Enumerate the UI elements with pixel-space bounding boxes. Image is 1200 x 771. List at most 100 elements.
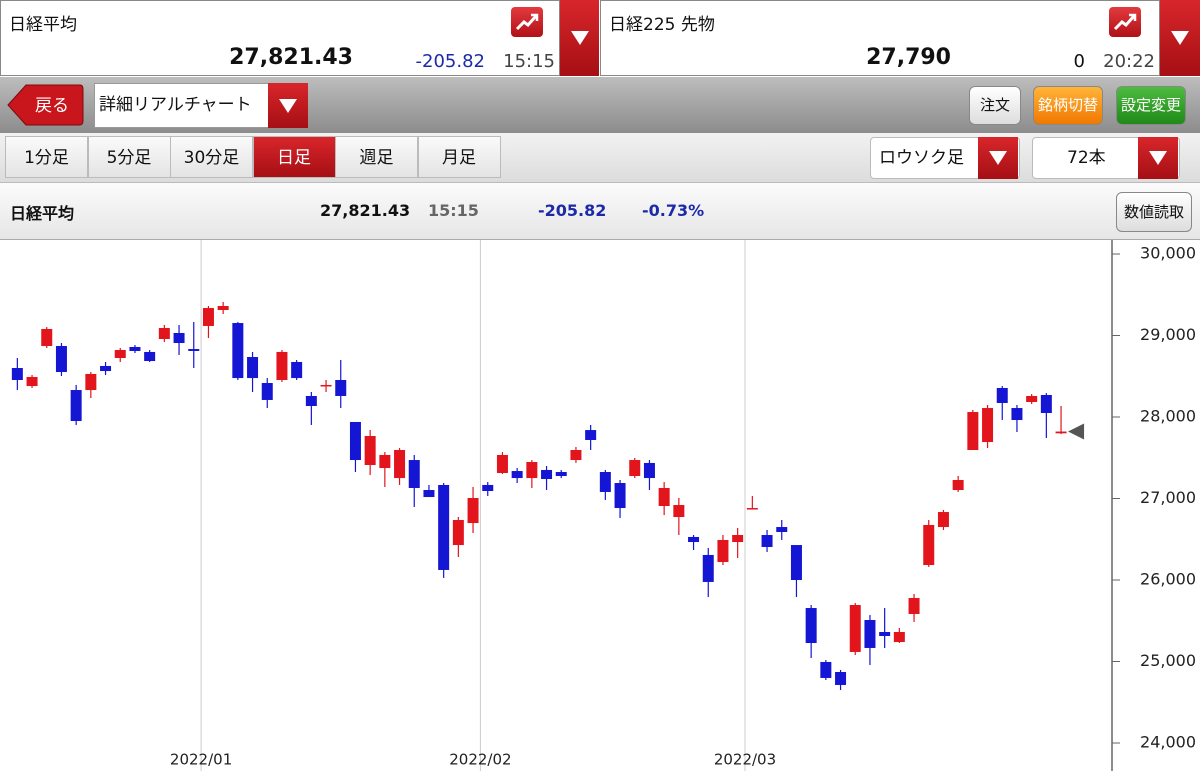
period-tab[interactable]: 日足 xyxy=(252,136,336,178)
quote-panel[interactable]: 日経225 先物 27,790 0 20:22 xyxy=(600,0,1160,76)
candle-body xyxy=(100,365,112,372)
candle-body xyxy=(982,408,994,443)
candle-body xyxy=(937,512,949,528)
candle-body xyxy=(173,332,185,343)
back-label: 戻る xyxy=(35,96,69,116)
candle-body xyxy=(849,605,861,652)
candle-body xyxy=(496,454,508,473)
quote-time: 20:22 xyxy=(1103,51,1155,72)
candle-body xyxy=(996,387,1008,403)
switch-button[interactable]: 銘柄切替 xyxy=(1033,86,1103,125)
style-dropdown[interactable] xyxy=(978,137,1018,179)
quote-price: 27,790 xyxy=(866,45,951,70)
summary-change: -205.82 xyxy=(538,201,607,220)
order-button[interactable]: 注文 xyxy=(969,86,1021,125)
candle-body xyxy=(526,461,538,479)
candle-body xyxy=(247,357,259,379)
candle-body xyxy=(379,454,391,469)
candle-body xyxy=(732,535,744,543)
period-tab[interactable]: 5分足 xyxy=(87,136,171,178)
candle-body xyxy=(55,346,67,373)
candle-body xyxy=(202,308,214,326)
candle-body xyxy=(776,527,788,532)
readout-button[interactable]: 数値読取 xyxy=(1116,192,1192,232)
summary-name: 日経平均 xyxy=(10,204,75,223)
candle-body xyxy=(864,620,876,648)
candle-body xyxy=(408,460,420,488)
candle-body xyxy=(835,672,847,685)
candle-body xyxy=(232,323,244,379)
candle-body xyxy=(423,490,435,498)
candle-body xyxy=(452,520,464,546)
quote-name: 日経225 先物 xyxy=(609,15,715,35)
quote-dropdown[interactable] xyxy=(560,0,599,76)
chart-icon[interactable] xyxy=(511,7,543,37)
candle-body xyxy=(629,460,641,477)
y-tick-label: 28,000 xyxy=(1140,407,1196,426)
candle-body xyxy=(893,631,905,643)
candle-body xyxy=(643,462,655,479)
view-dropdown[interactable] xyxy=(268,83,308,128)
candle-body xyxy=(85,373,97,391)
candle-body xyxy=(261,383,273,400)
candle-body xyxy=(967,412,979,451)
candle-body xyxy=(952,479,964,491)
quote-change: 0 xyxy=(1073,51,1085,72)
candle-body xyxy=(879,631,891,636)
candle-body xyxy=(349,421,361,461)
candle-body xyxy=(394,450,406,479)
period-tab[interactable]: 30分足 xyxy=(170,136,253,178)
period-tab[interactable]: 1分足 xyxy=(5,136,88,178)
y-tick-label: 29,000 xyxy=(1140,325,1196,344)
period-tab[interactable]: 週足 xyxy=(335,136,418,178)
x-tick-label: 2022/03 xyxy=(714,751,776,769)
candle-body xyxy=(702,554,714,582)
summary-price: 27,821.43 xyxy=(320,201,411,220)
y-tick-label: 25,000 xyxy=(1140,651,1196,670)
view-select[interactable]: 詳細リアルチャート xyxy=(94,83,270,128)
candle-body xyxy=(438,484,450,570)
summary-row: 日経平均 27,821.43 15:15 -205.82 -0.73% 数値読取 xyxy=(0,183,1200,240)
candle-body xyxy=(158,328,170,340)
candle-body xyxy=(746,508,758,510)
candle-body xyxy=(570,450,582,461)
candle-body xyxy=(114,350,126,358)
back-button[interactable]: 戻る xyxy=(6,83,84,127)
candle-body xyxy=(11,368,23,380)
candle-body xyxy=(790,545,802,580)
candle-body xyxy=(217,305,229,310)
candle-body xyxy=(658,487,670,506)
candle-body xyxy=(41,328,53,347)
chart-icon[interactable] xyxy=(1109,7,1141,37)
quote-panel[interactable]: 日経平均 27,821.43 -205.82 15:15 xyxy=(0,0,560,76)
candle-body xyxy=(291,361,303,379)
candle-body xyxy=(1011,408,1023,421)
candle-body xyxy=(908,598,920,614)
candle-body xyxy=(761,535,773,547)
candlestick-chart: 24,000 25,000 26,000 27,000 28,000 29,000 30,0… xyxy=(11,240,1196,771)
candle-body xyxy=(614,483,626,509)
candle-body xyxy=(144,351,156,362)
settings-button[interactable]: 設定変更 xyxy=(1116,86,1186,125)
chart-icon-graphic xyxy=(515,13,539,31)
count-dropdown[interactable] xyxy=(1138,137,1178,179)
candle-body xyxy=(305,395,317,406)
candle-body xyxy=(188,349,200,351)
candle-body xyxy=(1055,431,1067,434)
period-tab[interactable]: 月足 xyxy=(417,136,501,178)
candle-body xyxy=(673,505,685,518)
y-tick-label: 24,000 xyxy=(1140,733,1196,752)
candle-body xyxy=(70,390,82,421)
toolbar: 戻る 詳細リアルチャート 注文 銘柄切替 設定変更 xyxy=(0,77,1200,133)
candle-body xyxy=(717,539,729,562)
candle-body xyxy=(555,472,567,477)
x-tick-label: 2022/01 xyxy=(170,751,232,769)
candle-body xyxy=(923,524,935,566)
quote-dropdown[interactable] xyxy=(1160,0,1200,76)
candle-body xyxy=(541,469,553,480)
last-price-marker xyxy=(1068,423,1085,440)
candle-body xyxy=(511,471,523,479)
candle-body xyxy=(364,435,376,466)
candle-body xyxy=(335,379,347,396)
chart-icon-graphic xyxy=(1113,13,1137,31)
